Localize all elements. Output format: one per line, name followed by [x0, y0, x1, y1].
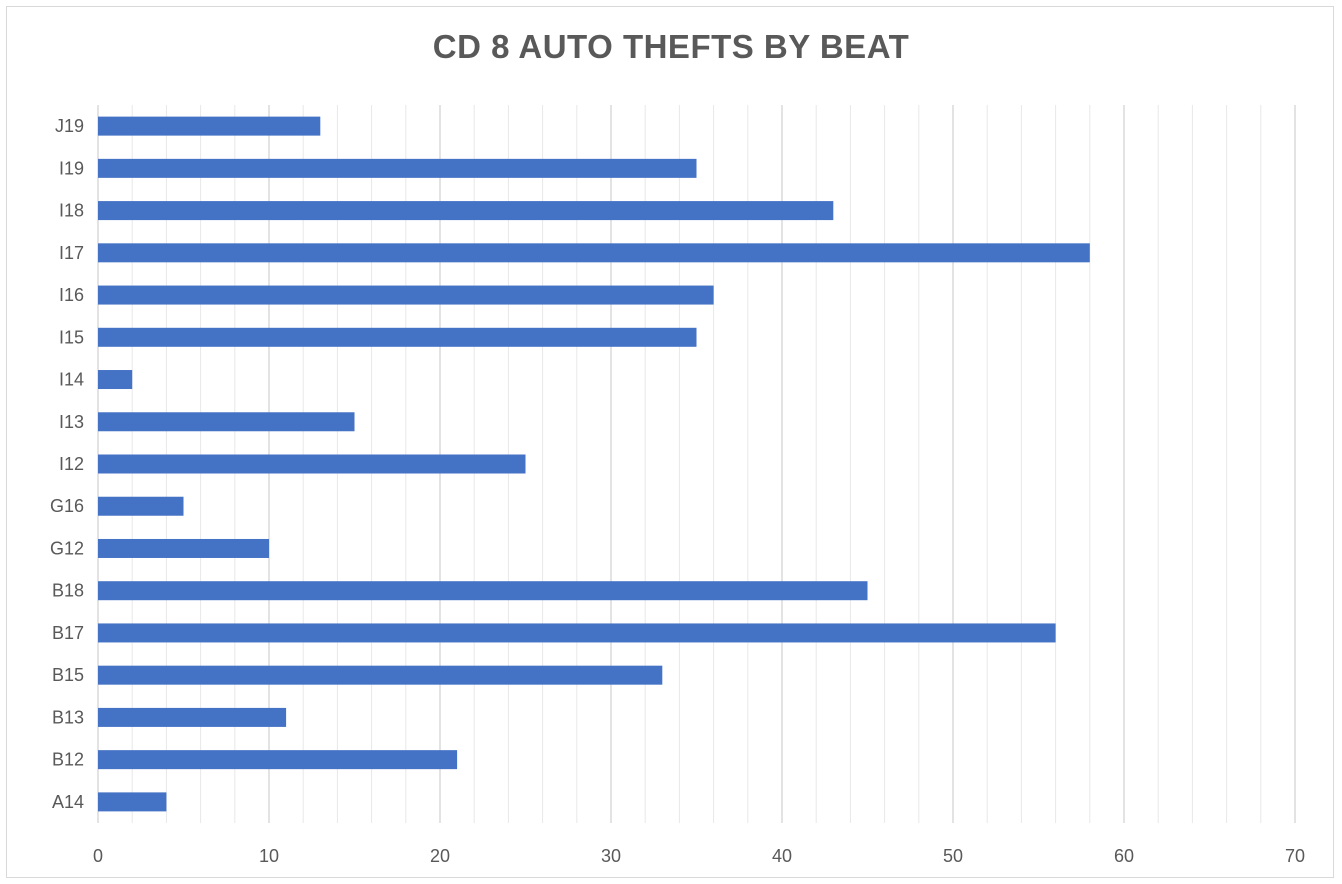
- bar-i13: [98, 412, 355, 432]
- x-tick-label: 30: [601, 846, 621, 866]
- x-tick-label: 50: [943, 846, 963, 866]
- bar-g12: [98, 538, 269, 558]
- x-tick-label: 60: [1114, 846, 1134, 866]
- bar-i19: [98, 158, 697, 178]
- y-tick-label: A14: [52, 792, 84, 812]
- y-tick-label: I16: [59, 285, 84, 305]
- bar-i17: [98, 243, 1090, 263]
- y-tick-label: I12: [59, 454, 84, 474]
- bar-i18: [98, 201, 834, 221]
- chart-title: CD 8 AUTO THEFTS BY BEAT: [432, 28, 910, 65]
- y-tick-label: B17: [52, 623, 84, 643]
- x-axis-labels: 0 10 20 30 40 50 60 70: [93, 846, 1305, 866]
- bar-g16: [98, 496, 184, 516]
- y-axis-labels: J19 I19 I18 I17 I16 I15 I14 I13 I12 G16 G12 B18 B17 B…: [50, 116, 84, 812]
- y-tick-label: J19: [55, 116, 84, 136]
- y-tick-label: I19: [59, 158, 84, 178]
- x-tick-label: 0: [93, 846, 103, 866]
- bar-j19: [98, 116, 321, 136]
- y-tick-label: B12: [52, 750, 84, 770]
- y-tick-label: I18: [59, 201, 84, 221]
- bar-b13: [98, 707, 287, 727]
- bar-b18: [98, 581, 868, 601]
- y-tick-label: B13: [52, 707, 84, 727]
- bar-i12: [98, 454, 526, 474]
- bar-i15: [98, 327, 697, 347]
- bar-i14: [98, 370, 133, 390]
- y-tick-label: I17: [59, 243, 84, 263]
- chart-area: [6, 6, 1334, 878]
- x-tick-label: 40: [772, 846, 792, 866]
- bar-a14: [98, 792, 167, 812]
- y-tick-label: I15: [59, 327, 84, 347]
- bars: [98, 116, 1090, 812]
- bar-b12: [98, 750, 458, 770]
- bar-i16: [98, 285, 714, 305]
- y-tick-label: B18: [52, 581, 84, 601]
- y-tick-label: I13: [59, 412, 84, 432]
- bar-b17: [98, 623, 1056, 643]
- y-tick-label: G12: [50, 538, 84, 558]
- x-tick-label: 20: [430, 846, 450, 866]
- y-tick-label: I14: [59, 370, 84, 390]
- x-tick-label: 70: [1285, 846, 1305, 866]
- bar-b15: [98, 665, 663, 685]
- y-tick-label: B15: [52, 665, 84, 685]
- y-tick-label: G16: [50, 496, 84, 516]
- x-tick-label: 10: [259, 846, 279, 866]
